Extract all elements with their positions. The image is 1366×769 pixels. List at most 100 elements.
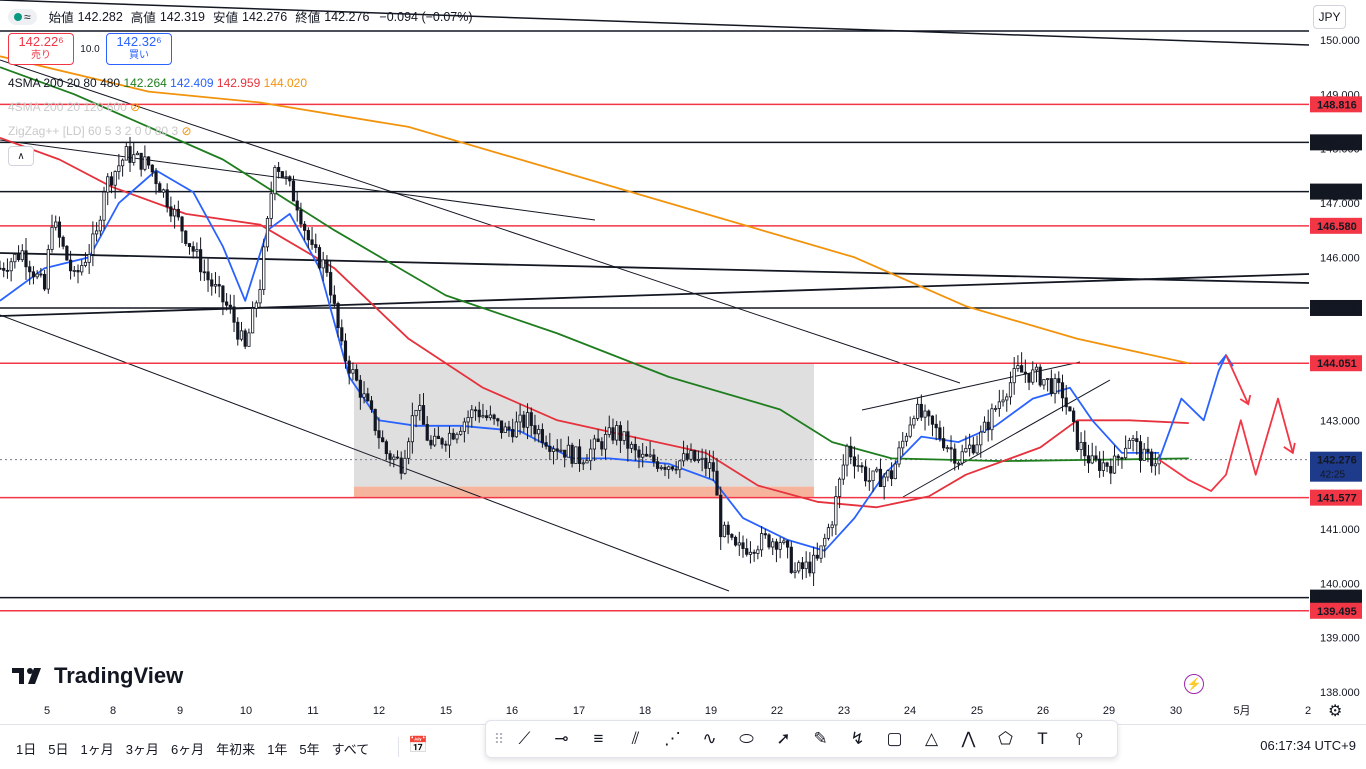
- arrow-icon[interactable]: ➚: [776, 729, 791, 748]
- elliott-wave-icon[interactable]: ⬠: [998, 729, 1013, 748]
- price-level-label: 141.577: [1317, 493, 1357, 505]
- range-1y[interactable]: 1年: [267, 742, 288, 757]
- rectangle-icon[interactable]: ▢: [886, 729, 903, 748]
- range-all[interactable]: すべて: [331, 742, 370, 757]
- candle: [1049, 378, 1053, 395]
- indicator-zigzag[interactable]: ZigZag++ [LD] 60 5 3 2 0 0 80 3 ⊘: [8, 124, 192, 138]
- price-level-label: 146.580: [1317, 221, 1357, 233]
- candle: [529, 412, 533, 426]
- candle: [808, 561, 812, 574]
- range-6m[interactable]: 6ヶ月: [170, 742, 205, 757]
- triangle-icon[interactable]: △: [924, 729, 939, 748]
- candle: [897, 447, 901, 465]
- vertical-line-icon[interactable]: ⫯: [1075, 729, 1084, 748]
- drag-handle-icon[interactable]: ⠿: [493, 730, 505, 747]
- candle: [202, 271, 206, 274]
- candle: [113, 171, 117, 186]
- horizontal-ray-icon[interactable]: ⊸: [554, 729, 569, 748]
- candle: [1020, 365, 1024, 373]
- path-icon[interactable]: ↯: [850, 729, 865, 748]
- candle: [615, 425, 619, 441]
- close-value: 142.276: [324, 9, 370, 24]
- price-chart[interactable]: 150.000149.000148.000147.000146.000145.0…: [0, 0, 1366, 724]
- candle: [46, 249, 50, 290]
- open-label: 始値: [48, 11, 74, 25]
- low-value: 142.276: [242, 9, 288, 24]
- hidden-eye-icon[interactable]: ⊘: [181, 124, 192, 138]
- candle: [752, 551, 756, 554]
- candle: [184, 230, 188, 244]
- range-1m[interactable]: 1ヶ月: [80, 742, 114, 757]
- sma-orange: [0, 55, 1189, 365]
- gann-fan-icon[interactable]: ⋰: [664, 729, 681, 748]
- candle: [9, 261, 13, 272]
- candle: [804, 561, 808, 570]
- candle: [644, 453, 649, 457]
- candle: [1064, 397, 1068, 408]
- candle: [87, 254, 91, 263]
- candle: [455, 433, 459, 440]
- indicator-sma-2[interactable]: 4SMA 200 20 120 600 ⊘: [8, 100, 140, 114]
- candle: [173, 208, 177, 217]
- xabcd-icon[interactable]: ⋀: [961, 729, 976, 748]
- collapse-legend-button[interactable]: ∧: [8, 146, 34, 166]
- range-5y[interactable]: 5年: [299, 742, 320, 757]
- flash-icon[interactable]: ⚡: [1184, 674, 1204, 694]
- range-5d[interactable]: 5日: [48, 742, 69, 757]
- candle: [800, 562, 805, 570]
- candle: [994, 408, 998, 410]
- candle: [707, 462, 712, 469]
- candle: [243, 330, 247, 347]
- candle: [399, 457, 403, 474]
- gear-icon[interactable]: ⚙: [1328, 703, 1343, 720]
- ellipse-icon[interactable]: ⬭: [739, 729, 754, 748]
- price-level-tag: [1310, 134, 1362, 151]
- candle: [1053, 378, 1057, 395]
- sma-value-blue: 142.409: [170, 76, 214, 90]
- candle: [42, 273, 47, 290]
- currency-button[interactable]: JPY: [1313, 5, 1346, 29]
- clock[interactable]: 06:17:34 UTC+9: [1260, 738, 1356, 753]
- candle: [600, 441, 604, 450]
- candle: [269, 193, 273, 219]
- hidden-eye-icon[interactable]: ⊘: [130, 100, 141, 114]
- candle: [414, 409, 418, 417]
- range-1d[interactable]: 1日: [16, 742, 37, 757]
- x-tick-label: 26: [1037, 705, 1049, 717]
- pitchfork-icon[interactable]: ⫽: [631, 729, 640, 748]
- brush-icon[interactable]: ✎: [813, 729, 828, 748]
- buy-button[interactable]: 142.32⁶ 買い: [106, 33, 172, 65]
- candle: [577, 446, 582, 464]
- candle: [481, 415, 485, 418]
- candle: [421, 405, 426, 425]
- candle: [942, 438, 946, 449]
- candle: [273, 167, 277, 195]
- candle: [908, 424, 912, 437]
- candle: [815, 554, 819, 559]
- candle: [745, 548, 749, 555]
- candle: [756, 549, 760, 554]
- text-icon[interactable]: T: [1037, 729, 1048, 748]
- range-3m[interactable]: 3ヶ月: [125, 742, 159, 757]
- candle: [106, 176, 110, 193]
- sell-button[interactable]: 142.22⁶ 売り: [8, 33, 74, 65]
- y-tick-label: 140.000: [1320, 578, 1360, 590]
- symbol-badge[interactable]: ≈: [8, 8, 37, 25]
- candle: [262, 246, 266, 290]
- candle: [507, 426, 511, 430]
- candle: [1098, 458, 1102, 471]
- candle: [492, 414, 496, 420]
- candle: [793, 570, 797, 573]
- candle: [581, 462, 585, 465]
- trend-line-icon[interactable]: ⟋: [518, 729, 531, 748]
- goto-date-icon[interactable]: 📅: [408, 737, 428, 754]
- parallel-channel-icon[interactable]: ≡: [593, 729, 604, 748]
- candle: [663, 466, 667, 470]
- candle: [652, 454, 656, 463]
- candle: [120, 159, 125, 167]
- range-ytd[interactable]: 年初来: [216, 742, 256, 757]
- candle: [785, 540, 790, 548]
- indicator-sma-1[interactable]: 4SMA 200 20 80 480 142.264 142.409 142.9…: [8, 76, 307, 90]
- candle: [919, 403, 923, 418]
- curve-icon[interactable]: ∿: [702, 729, 717, 748]
